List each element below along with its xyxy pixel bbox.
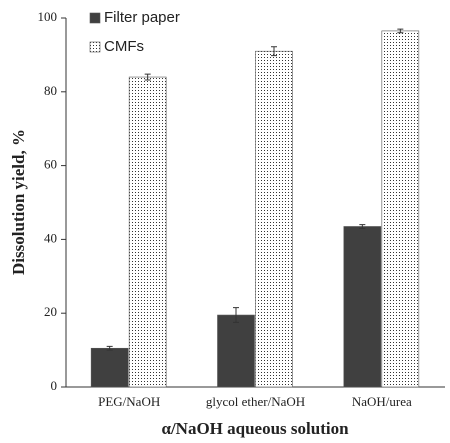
error-bar bbox=[106, 345, 113, 351]
x-tick-label: glycol ether/NaOH bbox=[206, 394, 305, 409]
y-tick-label: 0 bbox=[51, 378, 58, 393]
legend-swatch bbox=[89, 41, 101, 53]
bar bbox=[343, 226, 382, 388]
x-tick-label: NaOH/urea bbox=[352, 394, 412, 409]
error-bar bbox=[233, 307, 239, 323]
bar bbox=[128, 76, 167, 388]
y-axis-title: Dissolution yield, % bbox=[9, 129, 28, 275]
bar bbox=[90, 347, 129, 388]
bar bbox=[255, 50, 293, 388]
bar bbox=[217, 314, 255, 388]
y-tick-label: 40 bbox=[44, 230, 57, 245]
x-tick-label: PEG/NaOH bbox=[98, 394, 160, 409]
legend-swatch bbox=[89, 12, 101, 24]
x-axis-title: α/NaOH aqueous solution bbox=[161, 419, 349, 438]
y-tick-label: 60 bbox=[44, 157, 57, 172]
bar bbox=[381, 30, 420, 388]
y-tick-label: 20 bbox=[44, 304, 57, 319]
error-bar bbox=[144, 73, 151, 81]
error-bar bbox=[359, 224, 366, 229]
error-bar bbox=[271, 46, 277, 57]
legend-label: Filter paper bbox=[104, 9, 180, 26]
y-tick-label: 100 bbox=[38, 9, 58, 24]
error-bar bbox=[397, 28, 404, 34]
y-tick-label: 80 bbox=[44, 83, 57, 98]
legend-label: CMFs bbox=[104, 38, 144, 55]
